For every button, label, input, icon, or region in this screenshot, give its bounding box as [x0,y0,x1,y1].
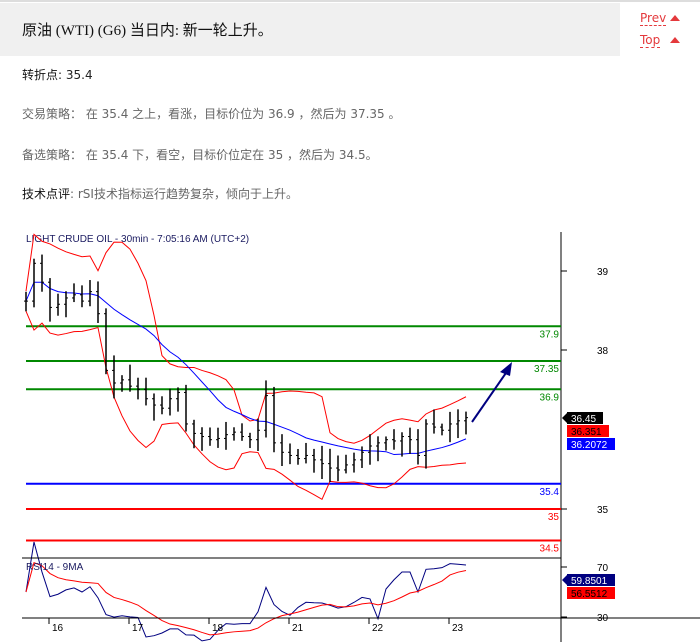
rsi-line [25,541,467,642]
level-label: 35.4 [540,487,560,498]
top-border [0,0,700,2]
band-tag-bg [567,425,609,437]
pivot-line: 转折点: 35.4 [22,66,93,83]
chart-title: LIGHT CRUDE OIL - 30min - 7:05:16 AM (UT… [26,234,249,245]
article-header: 原油 (WTI) (G6) 当日内: 新一轮上升。 [0,3,620,56]
x-tick-label: 23 [452,623,464,634]
level-label: 37.35 [534,364,559,375]
pivot-value: : 35.4 [58,68,93,82]
rsi-tag-bg [567,574,615,586]
page-title: 原油 (WTI) (G6) 当日内: 新一轮上升。 [22,23,273,39]
y-tick-label: 38 [597,346,609,357]
rsi-tick-label: 70 [597,563,609,574]
x-tick-label: 21 [292,623,304,634]
x-tick-label: 16 [52,623,64,634]
alternative-text: 备选策略： 在 35.4 下，看空，目标价位定在 35 ，然后为 34.5。 [22,148,378,162]
price-chart: LIGHT CRUDE OIL - 30min - 7:05:16 AM (UT… [22,232,700,642]
arrow-up-icon[interactable] [670,15,680,21]
bollinger-upper [25,233,467,444]
rsi-ma-line [25,562,467,636]
top-link[interactable]: Top [640,33,661,48]
level-label: 35 [548,512,560,523]
last-price-tag-bg [567,412,603,424]
x-tick-label: 17 [132,623,144,634]
rsi-tag: 59.8501 [571,576,608,587]
strategy-text: 交易策略： 在 35.4 之上，看涨，目标价位为 36.9 ，然后为 37.35… [22,107,401,121]
comment-value: : rSI技术指标运行趋势复杂，倾向于上升。 [70,187,298,201]
rsi-ma-tag: 56.5512 [571,589,608,600]
pivot-label: 转折点 [22,68,59,82]
bollinger-lower [25,310,467,500]
y-tick-label: 39 [597,267,609,278]
level-label: 34.5 [540,544,560,555]
x-tick-label: 18 [212,623,224,634]
rsi-ma-tag-bg [567,587,615,599]
band-tag: 36.351 [571,427,602,438]
level-label: 36.9 [540,392,560,403]
ma-tag: 36.2072 [571,440,608,451]
comment-label: 技术点评 [22,187,71,201]
trend-arrow [471,369,509,423]
prev-link[interactable]: Prev [640,11,667,26]
x-tick-label: 22 [372,623,384,634]
last-price-tag-pointer [562,412,568,424]
rsi-tag-pointer [562,574,568,586]
moving-average [25,281,467,456]
arrow-up-icon[interactable] [670,37,680,43]
last-price-tag: 36.45 [571,414,596,425]
comment-line: 技术点评: rSI技术指标运行趋势复杂，倾向于上升。 [22,185,298,202]
arrow-head-icon [500,362,512,376]
rsi-title: RSI14 - 9MA [26,562,84,573]
ma-tag-bg [567,438,615,450]
level-label: 37.9 [540,329,560,340]
y-tick-label: 35 [597,505,609,516]
